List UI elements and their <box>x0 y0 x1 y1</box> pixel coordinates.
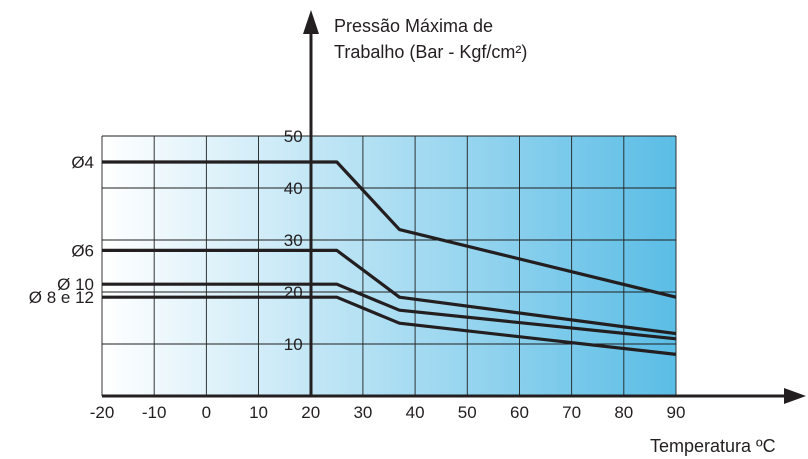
x-tick-label: 70 <box>562 403 581 422</box>
y-axis-title-line-2: Trabalho (Bar - Kgf/cm²) <box>334 42 527 62</box>
x-tick-label: -10 <box>142 403 167 422</box>
series-lines <box>102 160 677 356</box>
x-tick-label: 80 <box>614 403 633 422</box>
y-axis-title-line-1: Pressão Máxima de <box>334 16 493 36</box>
series-line-3 <box>102 282 677 341</box>
x-tick-label: 90 <box>667 403 686 422</box>
x-tick-label: 60 <box>510 403 529 422</box>
x-tick-label: 50 <box>458 403 477 422</box>
series-line-2 <box>102 248 677 336</box>
y-tick-labels: 10 20 30 40 50 <box>284 127 303 354</box>
plot-background <box>102 136 676 396</box>
x-tick-label: -20 <box>90 403 115 422</box>
series-line-4 <box>102 295 677 356</box>
x-axis-arrow-icon <box>784 388 806 404</box>
y-tick-label: 10 <box>284 335 303 354</box>
series-label-1: Ø4 <box>71 153 94 172</box>
x-tick-label: 40 <box>406 403 425 422</box>
series-label-4: Ø 8 e 12 <box>29 288 94 307</box>
x-axis-title: Temperatura ºC <box>650 436 776 456</box>
series-label-2: Ø6 <box>71 241 94 260</box>
series-label-3: Ø 10 <box>57 275 94 294</box>
y-tick-label: 20 <box>284 283 303 302</box>
series-labels: Ø4 Ø6 Ø 10Ø 8 e 12 <box>29 153 94 307</box>
x-tick-label: 10 <box>249 403 268 422</box>
series-line-1 <box>102 160 677 299</box>
y-axis-arrow-icon <box>303 10 319 34</box>
x-tick-label: 0 <box>202 403 211 422</box>
y-tick-label: 30 <box>284 231 303 250</box>
x-tick-label: 30 <box>353 403 372 422</box>
y-tick-label: 50 <box>284 127 303 146</box>
y-tick-label: 40 <box>284 179 303 198</box>
x-tick-label: 20 <box>301 403 320 422</box>
x-tick-labels: -20 -10 0 10 20 30 40 50 60 70 80 90 <box>90 403 686 422</box>
